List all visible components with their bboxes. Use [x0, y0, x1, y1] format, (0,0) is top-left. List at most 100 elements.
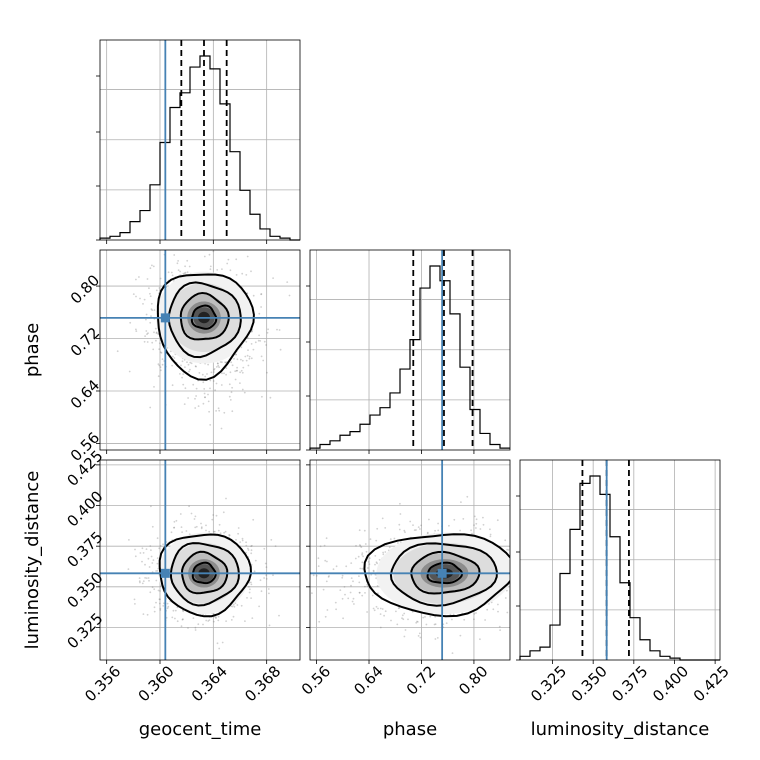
sample-point — [506, 589, 508, 592]
sample-point — [284, 613, 286, 615]
sample-point — [241, 388, 244, 391]
sample-point — [516, 575, 518, 577]
sample-point — [403, 612, 406, 615]
sample-point — [138, 580, 141, 583]
sample-point — [263, 547, 266, 550]
sample-point — [233, 357, 235, 360]
sample-point — [213, 368, 216, 370]
sample-point — [158, 598, 161, 601]
sample-point — [369, 538, 372, 540]
sample-point — [235, 353, 238, 356]
sample-point — [157, 567, 160, 570]
sample-point — [234, 378, 237, 381]
sample-point — [260, 355, 263, 358]
sample-point — [150, 505, 152, 508]
sample-point — [218, 366, 221, 369]
sample-point — [148, 287, 150, 290]
sample-point — [152, 348, 155, 351]
sample-point — [489, 528, 491, 531]
sample-point — [260, 306, 262, 308]
sample-point — [358, 575, 360, 577]
sample-point — [188, 370, 190, 373]
sample-point — [351, 600, 354, 603]
sample-point — [158, 364, 161, 367]
sample-point — [436, 637, 439, 639]
sample-point — [361, 594, 364, 597]
sample-point — [513, 637, 515, 639]
sample-point — [531, 553, 533, 555]
sample-point — [162, 605, 165, 607]
sample-point — [169, 350, 172, 353]
sample-point — [523, 590, 525, 592]
sample-point — [398, 607, 401, 609]
sample-point — [236, 604, 239, 606]
sample-point — [434, 638, 437, 640]
sample-point — [197, 405, 200, 407]
sample-point — [358, 591, 361, 594]
sample-point — [158, 342, 161, 345]
sample-point — [459, 529, 461, 532]
sample-point — [370, 573, 373, 576]
sample-point — [157, 375, 160, 378]
sample-point — [155, 339, 157, 342]
sample-point — [229, 371, 232, 374]
sample-point — [269, 396, 272, 399]
sample-point — [426, 531, 429, 534]
sample-point — [518, 606, 520, 608]
sample-point — [155, 331, 158, 334]
sample-point — [250, 581, 252, 584]
sample-point — [228, 534, 231, 536]
sample-point — [151, 525, 154, 528]
sample-point — [239, 382, 241, 384]
sample-point — [560, 569, 562, 571]
sample-point — [173, 526, 176, 529]
sample-point — [326, 560, 328, 563]
sample-point — [208, 410, 211, 413]
pair-panel-geocent_time-phase — [99, 249, 301, 451]
sample-point — [515, 559, 517, 561]
sample-point — [151, 309, 154, 312]
sample-point — [372, 570, 375, 573]
sample-point — [241, 359, 244, 362]
sample-point — [208, 253, 211, 256]
sample-point — [171, 384, 174, 387]
sample-point — [374, 573, 377, 576]
sample-point — [350, 577, 353, 579]
sample-point — [489, 535, 492, 538]
sample-point — [482, 523, 485, 526]
sample-point — [325, 580, 328, 583]
sample-point — [182, 610, 185, 613]
sample-point — [279, 348, 282, 351]
sample-point — [139, 581, 141, 584]
sample-point — [379, 626, 382, 629]
sample-point — [543, 600, 545, 602]
sample-point — [358, 529, 361, 532]
sample-point — [194, 407, 197, 409]
sample-point — [177, 269, 180, 272]
sample-point — [180, 625, 183, 628]
sample-point — [397, 607, 400, 610]
sample-point — [215, 616, 217, 619]
sample-point — [159, 590, 161, 592]
sample-point — [236, 358, 239, 361]
sample-point — [224, 530, 227, 533]
sample-point — [247, 349, 249, 351]
sample-point — [244, 355, 247, 358]
sample-point — [242, 366, 245, 369]
sample-point — [381, 608, 384, 610]
sample-point — [424, 616, 426, 618]
sample-point — [390, 619, 392, 622]
sample-point — [362, 555, 364, 558]
sample-point — [360, 546, 363, 548]
histogram-phase — [309, 265, 510, 450]
sample-point — [246, 597, 248, 599]
sample-point — [419, 636, 422, 639]
sample-point — [158, 287, 161, 289]
sample-point — [265, 578, 268, 580]
sample-point — [245, 274, 248, 276]
sample-point — [384, 551, 387, 553]
sample-point — [278, 614, 280, 617]
sample-point — [217, 615, 220, 618]
sample-point — [186, 271, 189, 274]
sample-point — [382, 553, 385, 556]
